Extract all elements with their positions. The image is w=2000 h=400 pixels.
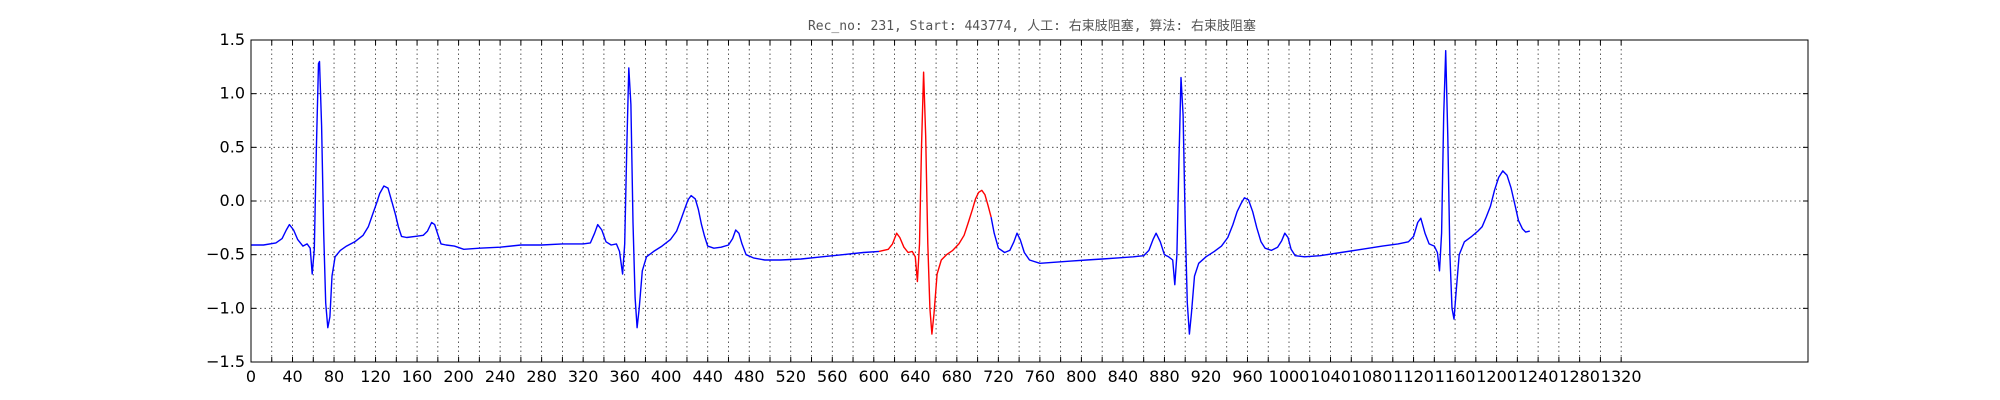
x-tick-label: 120 — [360, 367, 391, 386]
x-tick-label: 520 — [775, 367, 806, 386]
y-tick-label: −1.0 — [206, 298, 245, 317]
x-tick-label: 1240 — [1518, 367, 1559, 386]
x-tick-label: 1320 — [1601, 367, 1642, 386]
x-tick-label: 680 — [942, 367, 973, 386]
x-tick-label: 200 — [443, 367, 474, 386]
x-tick-label: 1080 — [1352, 367, 1393, 386]
x-tick-label: 440 — [692, 367, 723, 386]
x-tick-label: 720 — [983, 367, 1014, 386]
x-tick-label: 1040 — [1310, 367, 1351, 386]
series-layer — [251, 50, 1530, 335]
x-tick-label: 880 — [1149, 367, 1180, 386]
y-tick-label: −0.5 — [206, 245, 245, 264]
x-tick-label: 40 — [282, 367, 302, 386]
x-tick-label: 1280 — [1559, 367, 1600, 386]
y-tick-label: 0.0 — [220, 191, 245, 210]
x-tick-label: 1000 — [1269, 367, 1310, 386]
x-tick-label: 160 — [402, 367, 433, 386]
x-tick-label: 320 — [568, 367, 599, 386]
ecg-series-line — [990, 50, 1530, 335]
y-tick-label: 0.5 — [220, 137, 245, 156]
x-tick-label: 760 — [1025, 367, 1056, 386]
x-tick-label: 800 — [1066, 367, 1097, 386]
grid-layer — [251, 40, 1808, 362]
x-tick-label: 920 — [1191, 367, 1222, 386]
x-tick-label: 840 — [1108, 367, 1139, 386]
ecg-series-line — [251, 60, 880, 329]
chart-title: Rec_no: 231, Start: 443774, 人工: 右束肢阻塞, 算… — [808, 18, 1256, 34]
x-tick-label: 600 — [859, 367, 890, 386]
x-tick-label: 960 — [1232, 367, 1263, 386]
x-tick-label: 0 — [246, 367, 256, 386]
x-tick-label: 560 — [817, 367, 848, 386]
y-tick-label: 1.5 — [220, 30, 245, 49]
x-tick-label: 1160 — [1435, 367, 1476, 386]
x-tick-label: 640 — [900, 367, 931, 386]
x-tick-label: 80 — [324, 367, 344, 386]
x-tick-label: 1200 — [1476, 367, 1517, 386]
x-tick-label: 1120 — [1393, 367, 1434, 386]
x-tick-label: 280 — [526, 367, 557, 386]
x-tick-label: 400 — [651, 367, 682, 386]
y-tick-label: −1.5 — [206, 352, 245, 371]
y-axis: 1.5 1.0 0.5 0.0 −0.5 −1.0 −1.5 — [206, 30, 1808, 371]
ecg-series-line — [878, 71, 992, 335]
y-tick-label: 1.0 — [220, 84, 245, 103]
x-tick-label: 240 — [485, 367, 516, 386]
x-axis: 0 40 80 120 160 200 240 280 320 360 400 440 480 520 56… — [246, 40, 1642, 386]
x-tick-label: 360 — [609, 367, 640, 386]
x-tick-label: 480 — [734, 367, 765, 386]
